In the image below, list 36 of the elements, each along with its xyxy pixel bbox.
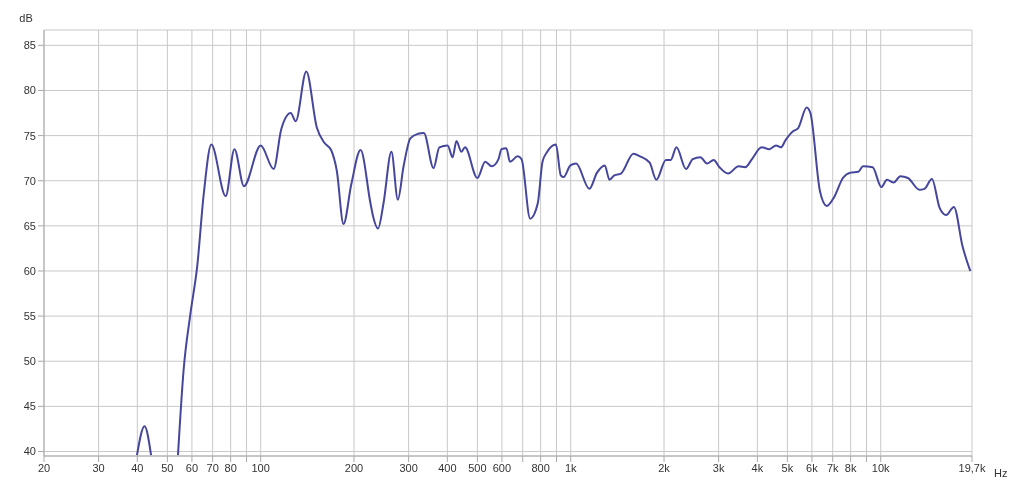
y-tick-label: 65 bbox=[23, 219, 36, 232]
x-tick-label: 30 bbox=[92, 461, 105, 474]
x-tick-label: 4k bbox=[751, 461, 764, 474]
y-tick-label: 55 bbox=[23, 310, 36, 323]
x-tick-label: 800 bbox=[531, 461, 550, 474]
x-tick-label: 100 bbox=[251, 461, 270, 474]
x-tick-label: 80 bbox=[224, 461, 237, 474]
x-tick-label: 10k bbox=[871, 461, 891, 474]
y-axis-title: dB bbox=[19, 12, 33, 24]
y-tick-label: 80 bbox=[23, 84, 36, 97]
x-tick-label: 3k bbox=[712, 461, 725, 474]
x-tick-label: 60 bbox=[185, 461, 199, 474]
x-tick-label: 7k bbox=[826, 461, 839, 474]
y-tick-label: 60 bbox=[23, 264, 36, 277]
x-tick-label: 600 bbox=[492, 461, 512, 474]
x-tick-label: 5k bbox=[781, 461, 794, 474]
x-tick-label: 20 bbox=[37, 461, 51, 474]
x-tick-label: 50 bbox=[161, 461, 174, 474]
y-tick-label: 40 bbox=[23, 445, 36, 458]
x-tick-label: 6k bbox=[806, 461, 819, 474]
x-tick-label: 1k bbox=[564, 461, 578, 474]
y-tick-label: 45 bbox=[23, 400, 36, 413]
x-tick-label: 19,7k bbox=[958, 461, 986, 474]
x-tick-label: 2k bbox=[658, 461, 671, 474]
x-tick-label: 70 bbox=[206, 461, 219, 474]
y-tick-label: 85 bbox=[23, 39, 36, 52]
y-tick-label: 75 bbox=[23, 129, 36, 142]
x-axis-title: Hz bbox=[994, 466, 1008, 479]
x-tick-label: 400 bbox=[438, 461, 457, 474]
x-tick-label: 500 bbox=[468, 461, 487, 474]
x-tick-label: 40 bbox=[131, 461, 144, 474]
x-tick-label: 200 bbox=[344, 461, 364, 474]
y-tick-label: 70 bbox=[23, 174, 36, 187]
x-tick-label: 8k bbox=[844, 461, 857, 474]
x-tick-label: 300 bbox=[399, 461, 418, 474]
y-tick-label: 50 bbox=[23, 355, 36, 368]
